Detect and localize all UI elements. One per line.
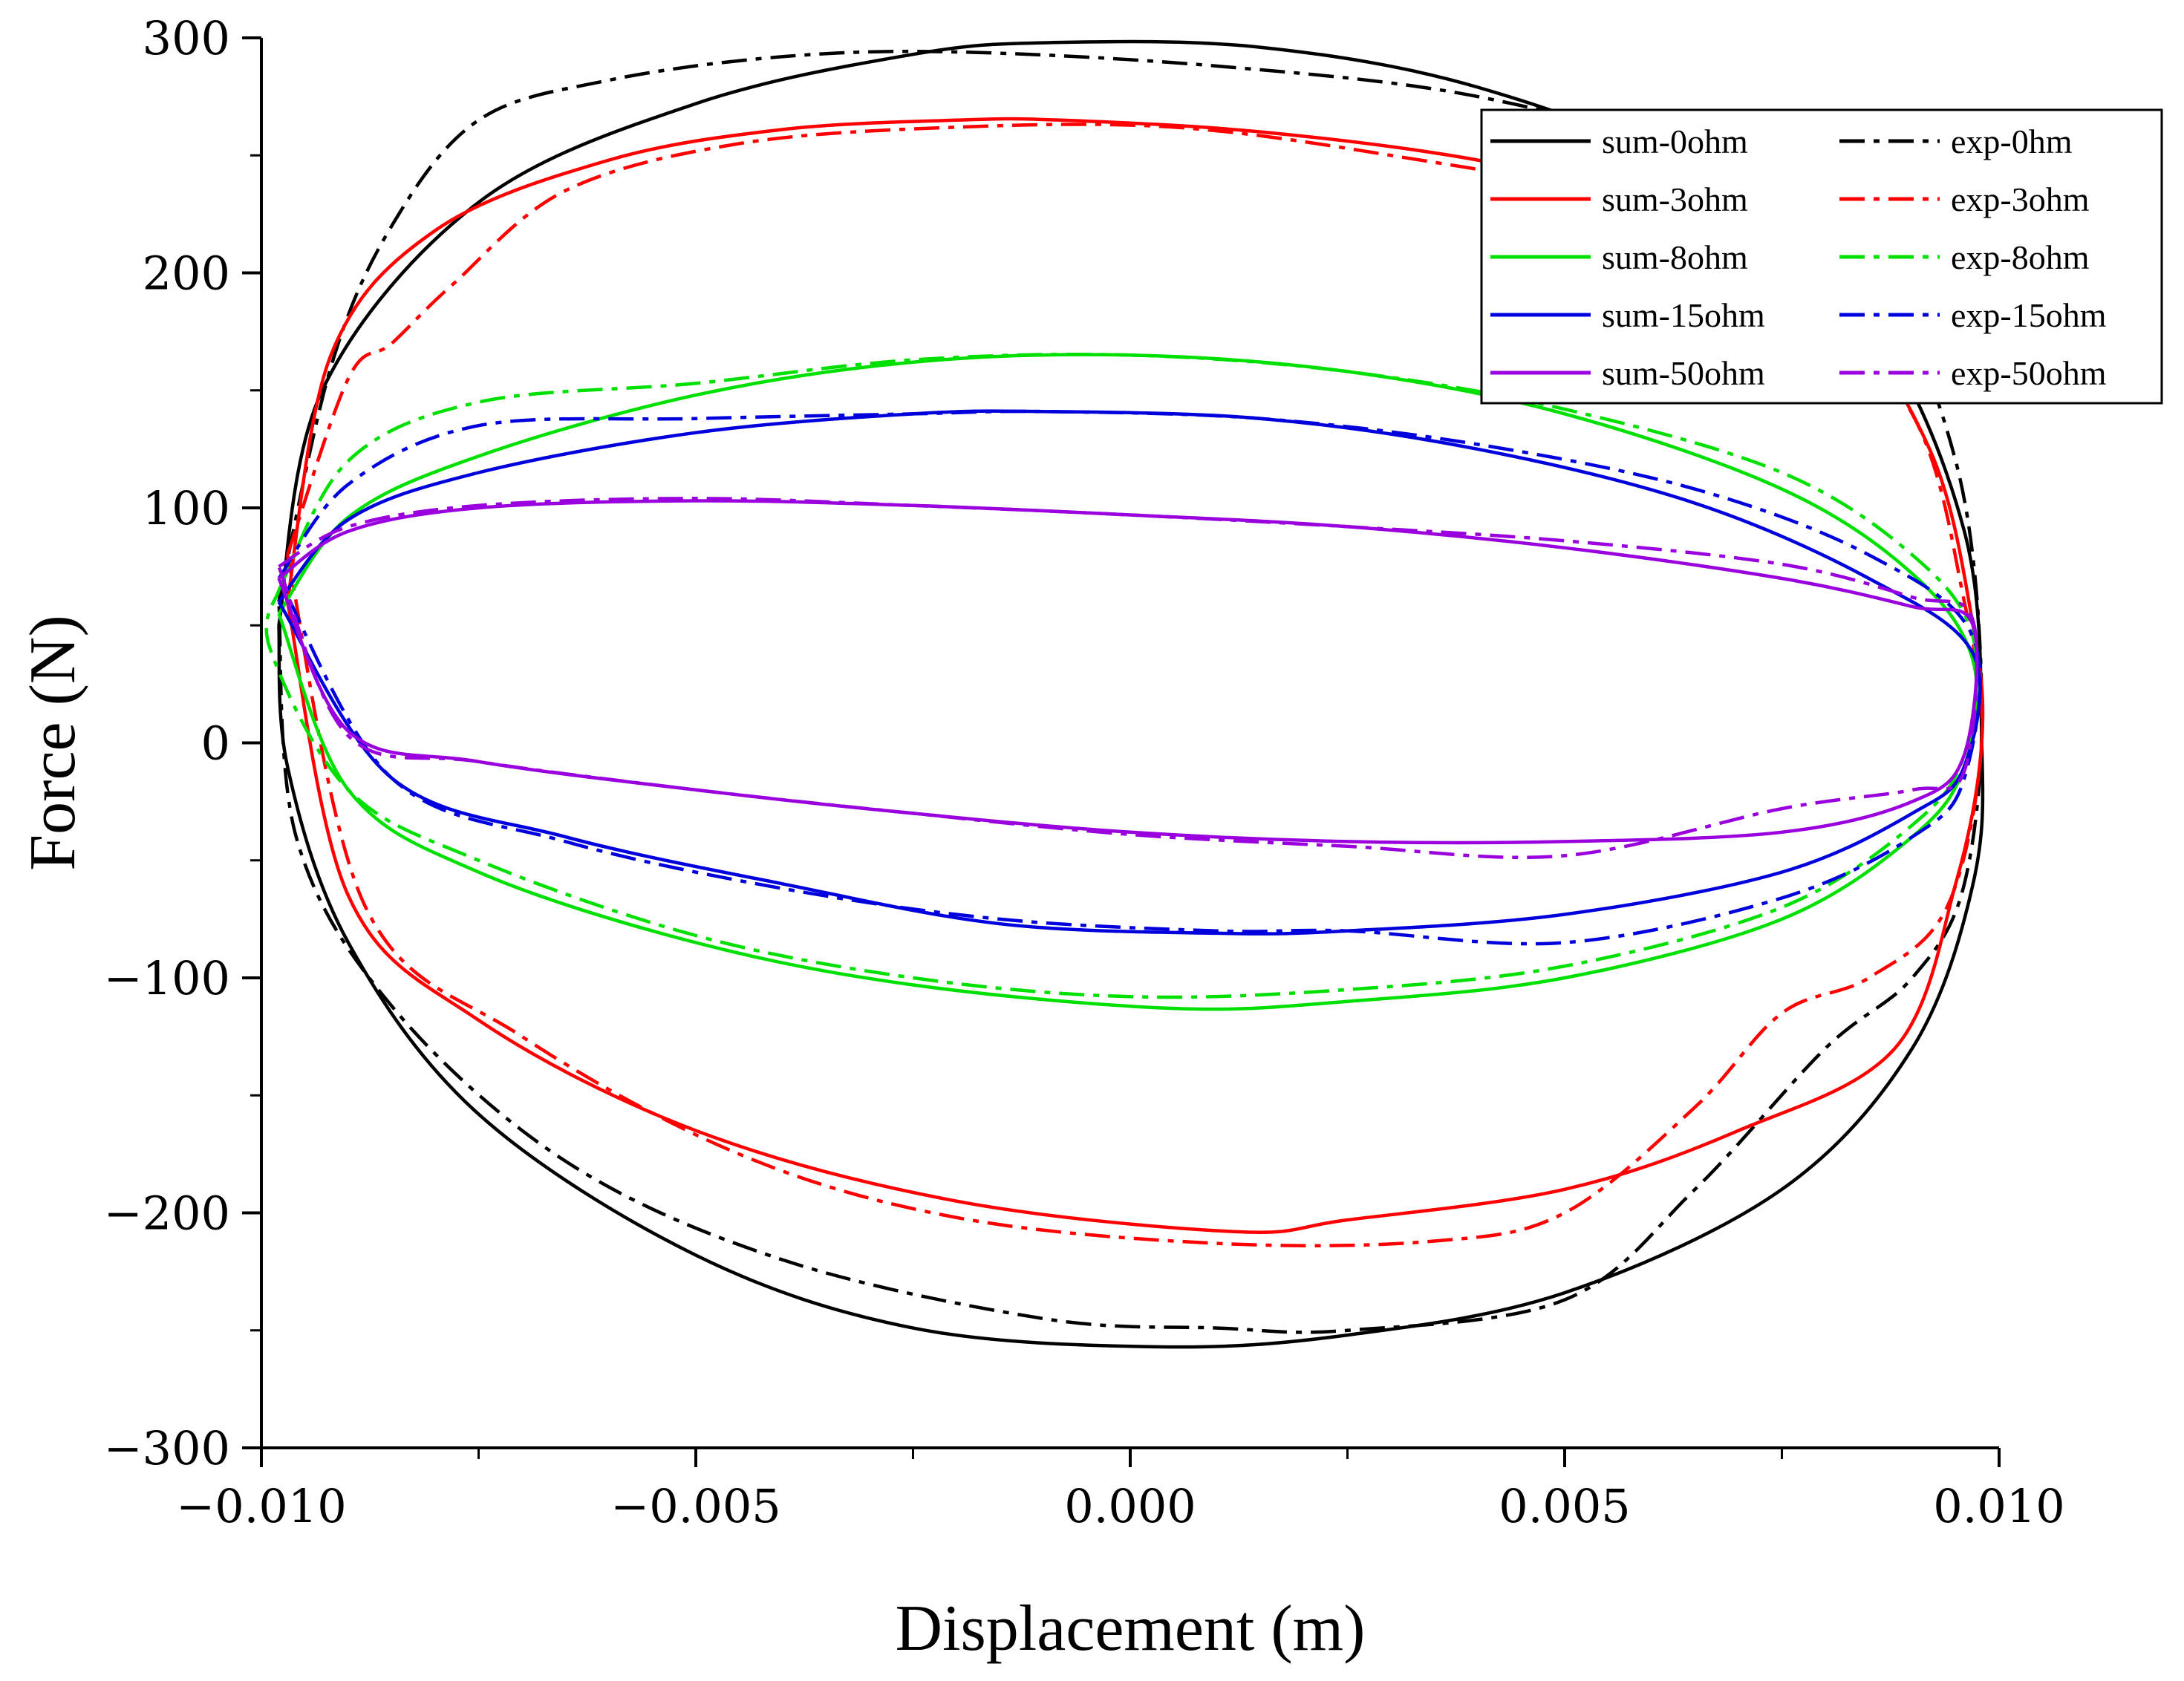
y-tick-label: 0 bbox=[201, 717, 230, 771]
y-tick-label: −100 bbox=[104, 951, 230, 1005]
x-tick-label: 0.005 bbox=[1499, 1479, 1631, 1533]
y-axis-title: Force (N) bbox=[17, 615, 89, 871]
legend-label: sum-8ohm bbox=[1602, 238, 1748, 276]
series-line-sum-8ohm bbox=[277, 353, 1979, 1011]
series-line-exp-15ohm bbox=[277, 409, 1982, 946]
y-tick-label: −300 bbox=[104, 1421, 230, 1475]
x-axis-title: Displacement (m) bbox=[896, 1593, 1366, 1665]
x-tick-label: 0.010 bbox=[1933, 1479, 2065, 1533]
x-tick-label: −0.005 bbox=[610, 1479, 780, 1533]
series-line-exp-50ohm bbox=[277, 497, 1979, 860]
y-tick-label: 300 bbox=[143, 11, 230, 65]
plot-area bbox=[264, 39, 1985, 1349]
y-tick-label: 100 bbox=[143, 481, 230, 535]
legend-label: exp-3ohm bbox=[1951, 180, 2090, 218]
legend-label: exp-50ohm bbox=[1951, 354, 2107, 392]
series-line-sum-0ohm bbox=[277, 39, 1985, 1349]
x-tick-label: 0.000 bbox=[1064, 1479, 1196, 1533]
legend-label: sum-3ohm bbox=[1602, 180, 1748, 218]
legend-label: sum-15ohm bbox=[1602, 296, 1765, 334]
series-line-exp-3ohm bbox=[285, 123, 1984, 1248]
series-line-exp-8ohm bbox=[264, 353, 1979, 999]
legend: sum-0ohm exp-0hm sum-3ohm exp-3ohm sum-8ohm e… bbox=[1480, 108, 2163, 405]
legend-label: exp-8ohm bbox=[1951, 238, 2090, 276]
legend-label: exp-15ohm bbox=[1951, 296, 2107, 334]
series-line-exp-0hm bbox=[277, 49, 1984, 1334]
x-tick-label: −0.010 bbox=[176, 1479, 346, 1533]
legend-label: sum-0ohm bbox=[1602, 123, 1748, 160]
axes: −0.010 −0.005 0.000 0.005 0.010 −300 −200 −100 0… bbox=[104, 11, 2065, 1533]
y-tick-label: 200 bbox=[143, 247, 230, 301]
legend-label: exp-0hm bbox=[1951, 123, 2073, 160]
legend-box bbox=[1480, 108, 2163, 405]
legend-label: sum-50ohm bbox=[1602, 354, 1765, 392]
series-line-sum-50ohm bbox=[277, 499, 1979, 845]
y-tick-label: −200 bbox=[104, 1187, 230, 1241]
series-line-sum-15ohm bbox=[277, 409, 1982, 936]
